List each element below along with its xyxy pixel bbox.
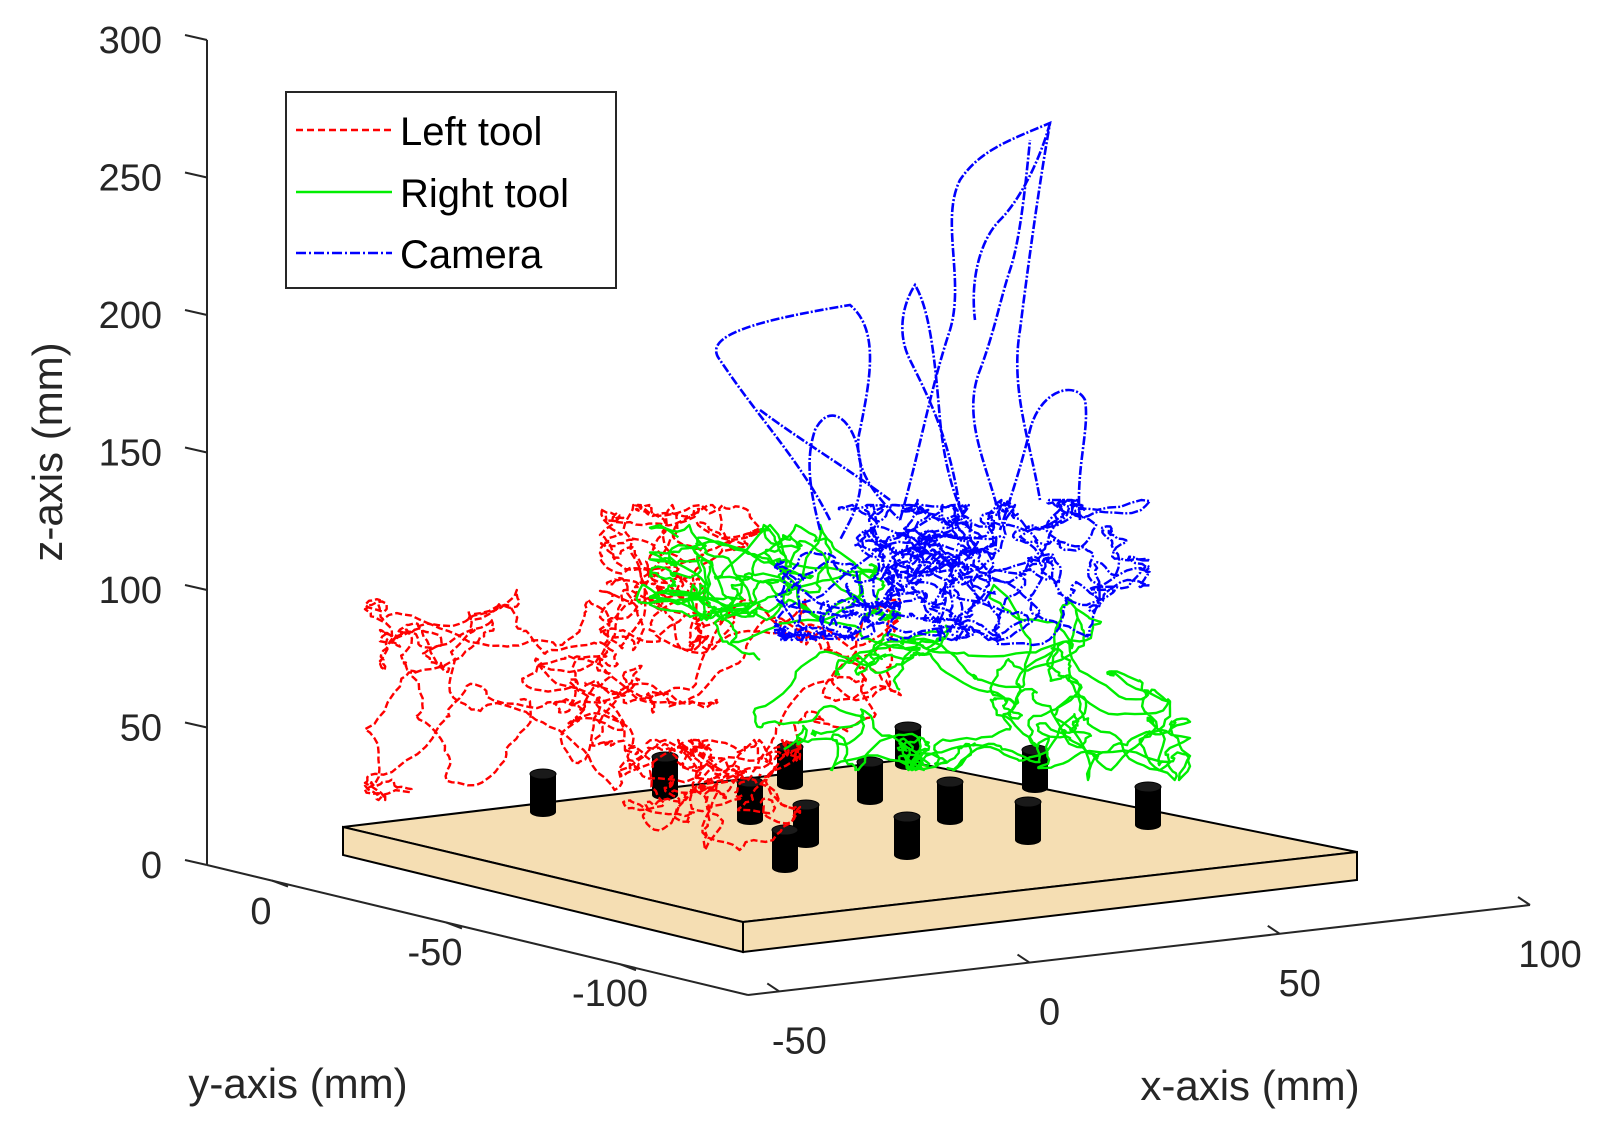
z-tick-label: 100 [99,570,162,612]
x-tick-mark [1016,953,1031,964]
x-tick-label: -50 [772,1020,827,1062]
y-axis-line [206,864,749,996]
x-tick-mark [1517,896,1531,906]
legend: Left tool Right tool Camera [285,91,617,289]
trajectory-path [898,120,1052,521]
y-tick-mark [445,921,463,930]
trajectory-path [759,408,891,502]
legend-label-left-tool: Left tool [400,110,542,154]
peg [529,768,557,817]
z-tick-mark [184,34,208,41]
z-tick-mark [184,859,208,866]
z-tick-label: 50 [120,708,162,750]
z-tick-label: 250 [99,158,162,200]
peg [893,811,921,860]
legend-box [285,91,617,289]
z-tick-mark [184,446,208,454]
series-left-tool [363,503,902,852]
z-tick-label: 150 [99,433,162,475]
trajectory-path [773,503,1030,642]
trajectory-path [618,738,802,852]
z-tick-label: 0 [141,845,162,887]
trajectory-path [714,303,901,521]
trajectory-path [635,583,1192,782]
trajectory-path [598,503,762,652]
y-ticks: 0 -50 -100 [250,879,648,1015]
z-tick-mark [184,309,208,316]
trajectory-path [972,122,1052,321]
peg [856,756,884,805]
board [342,758,1358,954]
z-tick-mark [184,721,208,729]
legend-label-camera: Camera [400,233,543,277]
peg [936,776,964,825]
trajectory-path [901,282,972,531]
y-tick-mark [619,963,637,972]
trajectory-path [898,498,1152,647]
trajectory-path [808,414,863,541]
z-tick-label: 300 [99,20,162,62]
x-tick-label: 100 [1518,934,1581,976]
z-tick-label: 200 [99,295,162,337]
peg [736,776,764,825]
trajectory-path [378,598,902,792]
trajectory-path [998,388,1088,531]
z-tick-mark [184,584,208,591]
pegs [529,721,1162,873]
legend-label-right-tool: Right tool [400,172,569,216]
trajectory-path [773,528,1002,642]
y-tick-label: 0 [250,891,271,933]
y-tick-label: -100 [572,973,648,1015]
board-left [342,825,744,954]
y-axis-label: y-axis (mm) [188,1060,407,1107]
x-tick-mark [1267,924,1281,935]
trajectory-path [783,608,1172,772]
trajectory-path [971,139,1032,521]
x-ticks: -50 0 50 100 [766,896,1582,1062]
z-tick-mark [184,171,208,179]
peg [771,824,799,873]
peg [1014,796,1042,845]
x-tick-label: 50 [1279,963,1321,1005]
x-axis-line [747,904,1531,996]
peg [1021,744,1049,793]
y-tick-mark [271,879,289,888]
peg [1134,781,1162,830]
series-camera [714,120,1152,647]
x-tick-label: 0 [1039,992,1060,1034]
trajectory-path [363,588,902,802]
x-tick-mark [766,982,780,993]
y-tick-label: -50 [408,932,463,974]
x-axis-label: x-axis (mm) [1140,1062,1359,1109]
z-ticks: 0 50 100 150 200 250 300 [99,20,208,887]
z-axis-label: z-axis (mm) [24,342,71,561]
